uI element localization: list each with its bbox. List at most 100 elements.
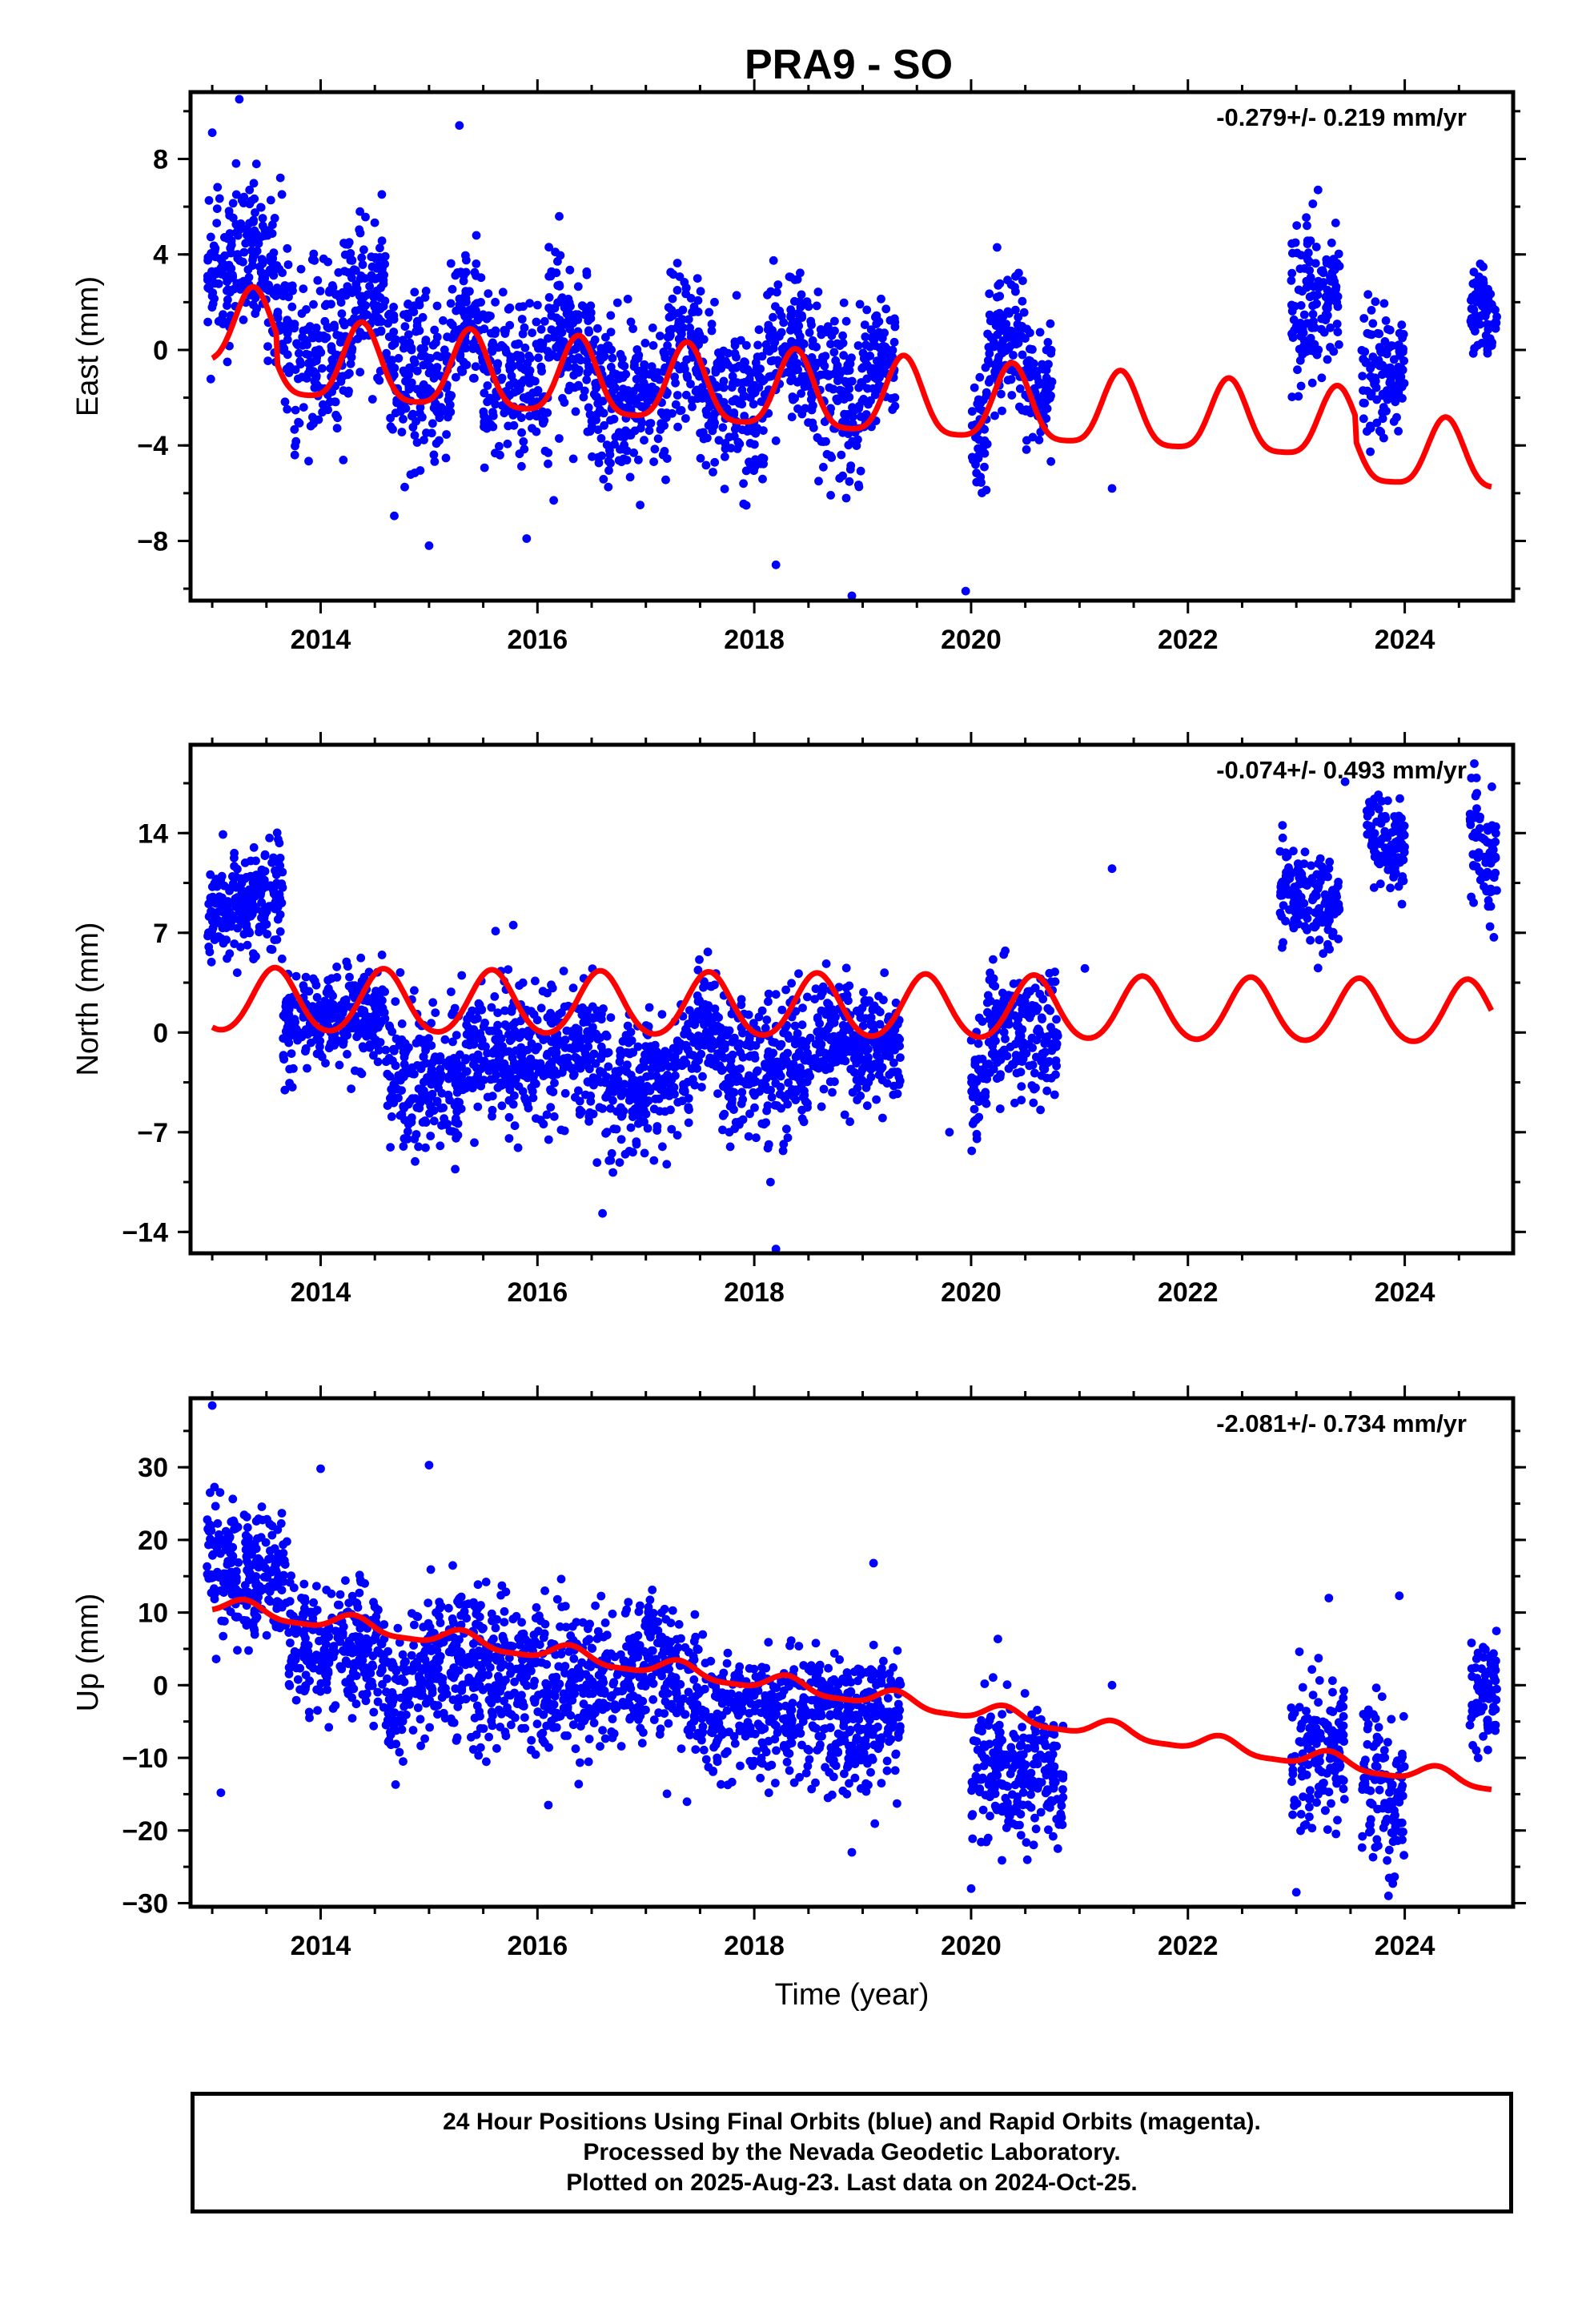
observation-point (418, 312, 428, 322)
observation-point (448, 284, 457, 294)
observation-point (473, 1102, 483, 1112)
observation-point (1027, 1081, 1037, 1090)
observation-point (436, 1064, 445, 1074)
observation-point (832, 1057, 841, 1067)
observation-point (645, 370, 654, 379)
observation-point (1363, 811, 1372, 821)
y-tick-label: 8 (153, 144, 168, 175)
observation-point (636, 402, 646, 411)
observation-point (208, 299, 218, 308)
observation-point (1296, 381, 1306, 391)
observation-point (532, 1015, 542, 1025)
observation-point (390, 511, 399, 521)
observation-point (640, 1117, 648, 1127)
observation-point (528, 328, 536, 337)
observation-point (773, 280, 783, 289)
observation-point (265, 284, 275, 294)
observation-point (884, 1038, 893, 1047)
observation-point (1010, 1098, 1019, 1108)
observation-point (997, 389, 1006, 399)
observation-point (813, 287, 823, 296)
observation-point (555, 282, 564, 291)
observation-point (1487, 300, 1496, 309)
observation-point (373, 1057, 383, 1067)
observation-point (539, 1072, 548, 1080)
observation-point (1366, 447, 1375, 456)
observation-point (626, 317, 636, 327)
observation-point (1469, 305, 1479, 315)
observation-point (999, 1027, 1009, 1037)
observation-point (980, 462, 989, 472)
observation-point (800, 1091, 809, 1100)
observation-point (579, 302, 588, 311)
observation-point (1015, 384, 1025, 393)
observation-point (558, 394, 567, 403)
observation-point (546, 304, 555, 313)
observation-point (894, 1072, 904, 1082)
observation-point (690, 1012, 699, 1021)
observation-point (978, 1017, 987, 1026)
observation-point (371, 1011, 381, 1020)
observation-point (404, 1127, 412, 1136)
observation-point (643, 1124, 652, 1133)
observation-point (744, 1072, 753, 1082)
observation-point (263, 342, 272, 351)
observation-point (1279, 901, 1288, 910)
observation-point (280, 1085, 290, 1095)
observation-point (790, 1021, 800, 1031)
observation-point (577, 1010, 587, 1019)
observation-point (993, 243, 1002, 252)
observation-point (1022, 324, 1032, 334)
observation-point (323, 257, 332, 267)
observation-point (666, 267, 676, 277)
observation-point (1298, 907, 1307, 916)
observation-point (572, 344, 581, 353)
observation-point (231, 159, 241, 168)
observation-point (373, 317, 383, 327)
observation-point (424, 541, 434, 550)
observation-point (841, 983, 851, 992)
observation-point (728, 1037, 737, 1047)
observation-point (857, 1065, 867, 1074)
observation-point (275, 173, 285, 183)
observation-point (894, 1080, 904, 1089)
observation-point (1357, 346, 1367, 355)
observation-point (517, 315, 527, 324)
observation-point (1359, 386, 1367, 395)
y-axis-label: East (mm) (71, 276, 105, 416)
observation-point (727, 1087, 737, 1096)
observation-point (279, 289, 289, 299)
observation-point (875, 1019, 885, 1029)
observation-point (381, 1045, 391, 1055)
observation-point (349, 285, 359, 295)
observation-point (500, 408, 509, 418)
observation-point (1324, 864, 1334, 873)
observation-point (273, 308, 283, 316)
observation-point (1052, 1015, 1061, 1024)
observation-point (472, 1063, 481, 1072)
observation-point (219, 916, 229, 926)
observation-point (644, 426, 654, 436)
observation-point (794, 321, 804, 331)
observation-point (485, 1027, 494, 1035)
observation-point (500, 1006, 509, 1015)
observation-point (845, 1117, 854, 1127)
observation-point (970, 383, 979, 392)
observation-point (559, 1063, 568, 1073)
observation-point (866, 1019, 876, 1028)
observation-point (539, 1035, 548, 1044)
observation-point (1043, 338, 1053, 347)
observation-point (1314, 280, 1323, 290)
observation-point (993, 292, 1002, 302)
observation-point (869, 371, 878, 380)
observation-point (204, 195, 214, 205)
observation-point (853, 1055, 862, 1063)
observation-point (705, 1053, 715, 1063)
observation-point (397, 1019, 407, 1028)
observation-point (365, 1043, 375, 1052)
observation-point (359, 972, 369, 982)
observation-point (604, 466, 613, 475)
observation-point (601, 332, 610, 342)
observation-point (1311, 300, 1321, 309)
observation-point (1373, 328, 1383, 338)
